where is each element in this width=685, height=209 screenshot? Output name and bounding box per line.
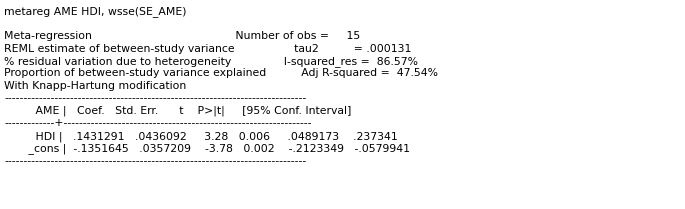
Text: AME |   Coef.   Std. Err.      t    P>|t|     [95% Conf. Interval]: AME | Coef. Std. Err. t P>|t| [95% Conf.…: [4, 106, 351, 116]
Text: HDI |   .1431291   .0436092     3.28   0.006     .0489173    .237341: HDI | .1431291 .0436092 3.28 0.006 .0489…: [4, 131, 398, 141]
Text: _cons |  -.1351645   .0357209    -3.78   0.002    -.2123349   -.0579941: _cons | -.1351645 .0357209 -3.78 0.002 -…: [4, 144, 410, 154]
Text: % residual variation due to heterogeneity               I-squared_res =  86.57%: % residual variation due to heterogeneit…: [4, 56, 418, 67]
Text: -------------+----------------------------------------------------------------: -------------+--------------------------…: [4, 119, 312, 129]
Text: metareg AME HDI, wsse(SE_AME): metareg AME HDI, wsse(SE_AME): [4, 6, 186, 17]
Text: ------------------------------------------------------------------------------: ----------------------------------------…: [4, 93, 306, 103]
Text: ------------------------------------------------------------------------------: ----------------------------------------…: [4, 156, 306, 166]
Text: Meta-regression                                         Number of obs =     15: Meta-regression Number of obs = 15: [4, 31, 360, 41]
Text: Proportion of between-study variance explained          Adj R-squared =  47.54%: Proportion of between-study variance exp…: [4, 69, 438, 79]
Text: With Knapp-Hartung modification: With Knapp-Hartung modification: [4, 81, 186, 91]
Text: REML estimate of between-study variance                 tau2          = .000131: REML estimate of between-study variance …: [4, 43, 412, 54]
